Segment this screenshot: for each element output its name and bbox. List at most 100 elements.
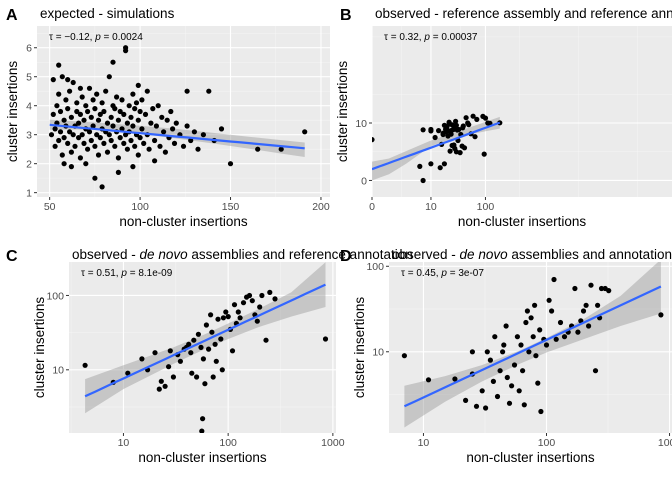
y-tick-label: 4: [26, 101, 32, 113]
data-point: [90, 97, 96, 103]
data-point: [514, 334, 521, 340]
plot-area: [372, 113, 503, 184]
data-point: [500, 349, 506, 355]
data-point: [115, 155, 121, 161]
data-point: [469, 349, 475, 355]
y-tick-label: 5: [26, 72, 32, 84]
data-point: [106, 74, 112, 80]
data-point: [115, 117, 121, 123]
data-point: [561, 334, 568, 340]
data-point: [61, 135, 67, 141]
data-point: [503, 323, 509, 329]
plot-background: [372, 26, 672, 197]
data-point: [200, 356, 206, 362]
data-point: [553, 336, 559, 342]
chart_data.1.annotation_parts-part: τ = 0.32,: [384, 32, 424, 43]
y-axis-title: cluster insertions: [32, 297, 47, 399]
data-point: [441, 161, 447, 167]
data-point: [81, 117, 87, 123]
data-point: [112, 106, 118, 112]
y-axis-title: cluster insertions: [335, 61, 350, 163]
data-point: [598, 285, 605, 292]
data-point: [588, 282, 594, 288]
data-point: [210, 374, 216, 380]
data-point: [497, 368, 503, 374]
data-point: [139, 356, 145, 362]
data-point: [257, 304, 263, 310]
data-point: [200, 132, 206, 138]
data-point: [56, 137, 62, 144]
data-point: [535, 380, 541, 386]
data-point: [68, 149, 74, 155]
x-tick-label: 0: [369, 201, 375, 213]
data-point: [50, 111, 56, 117]
data-point: [152, 137, 158, 144]
correlation-annotation: τ = 0.32, p = 0.00037: [384, 32, 478, 43]
panel-title: observed - de novo assemblies and annota…: [392, 247, 672, 262]
data-point: [528, 315, 534, 321]
y-tick-label: 100: [46, 290, 64, 302]
data-point: [137, 135, 143, 141]
data-point: [112, 143, 118, 149]
data-point: [219, 367, 225, 373]
data-point: [180, 143, 187, 149]
data-point: [658, 312, 664, 318]
data-point: [263, 337, 269, 343]
data-point: [272, 296, 278, 302]
data-point: [83, 161, 89, 167]
data-point: [81, 140, 87, 146]
data-point: [425, 377, 432, 383]
panel-a: τ = −0.12, p = 0.0024 50 100 150 200 1 2 3 4 5 6 no…: [5, 6, 330, 229]
data-point: [135, 82, 141, 88]
data-point: [227, 161, 234, 167]
y-tick-label: 1: [26, 187, 32, 199]
data-point: [56, 62, 62, 68]
correlation-annotation: τ = 0.45, p = 3e-07: [401, 268, 484, 279]
data-point: [106, 132, 112, 138]
data-point: [121, 111, 127, 117]
data-point: [88, 137, 94, 144]
x-axis-title: non-cluster insertions: [138, 450, 267, 465]
data-point: [259, 292, 265, 299]
chart_data.0.annotation_parts-part: τ = −0.12,: [49, 32, 95, 43]
data-point: [453, 118, 459, 124]
x-tick-label: 50: [44, 201, 56, 213]
data-point: [372, 137, 375, 143]
data-point: [463, 115, 469, 121]
x-tick-label: 100: [131, 201, 149, 213]
data-point: [200, 416, 206, 422]
data-point: [170, 126, 176, 132]
data-point: [473, 403, 480, 409]
data-point: [67, 129, 73, 135]
data-point: [146, 146, 152, 152]
data-point: [128, 137, 134, 144]
data-point: [74, 108, 80, 115]
data-point: [59, 152, 65, 158]
y-axis-title: cluster insertions: [5, 61, 20, 163]
data-point: [90, 123, 96, 129]
data-point: [54, 103, 60, 109]
y-tick-label: 2: [26, 158, 32, 170]
data-point: [452, 376, 458, 382]
data-point: [184, 88, 190, 94]
data-point: [461, 145, 468, 151]
data-point: [504, 374, 510, 381]
data-point: [137, 108, 143, 115]
data-point: [220, 315, 226, 321]
data-point: [153, 123, 159, 129]
data-point: [557, 319, 564, 326]
data-point: [130, 123, 136, 129]
data-point: [432, 134, 438, 141]
data-point: [206, 346, 212, 352]
data-point: [255, 146, 261, 152]
data-point: [168, 108, 174, 115]
y-tick-label: 3: [26, 129, 32, 141]
data-point: [48, 132, 55, 138]
x-tick-label: 10: [118, 437, 130, 449]
data-point: [479, 388, 485, 394]
data-point: [92, 106, 98, 112]
data-point: [551, 276, 557, 283]
data-point: [235, 309, 241, 315]
data-point: [85, 108, 91, 115]
data-point: [59, 74, 65, 80]
